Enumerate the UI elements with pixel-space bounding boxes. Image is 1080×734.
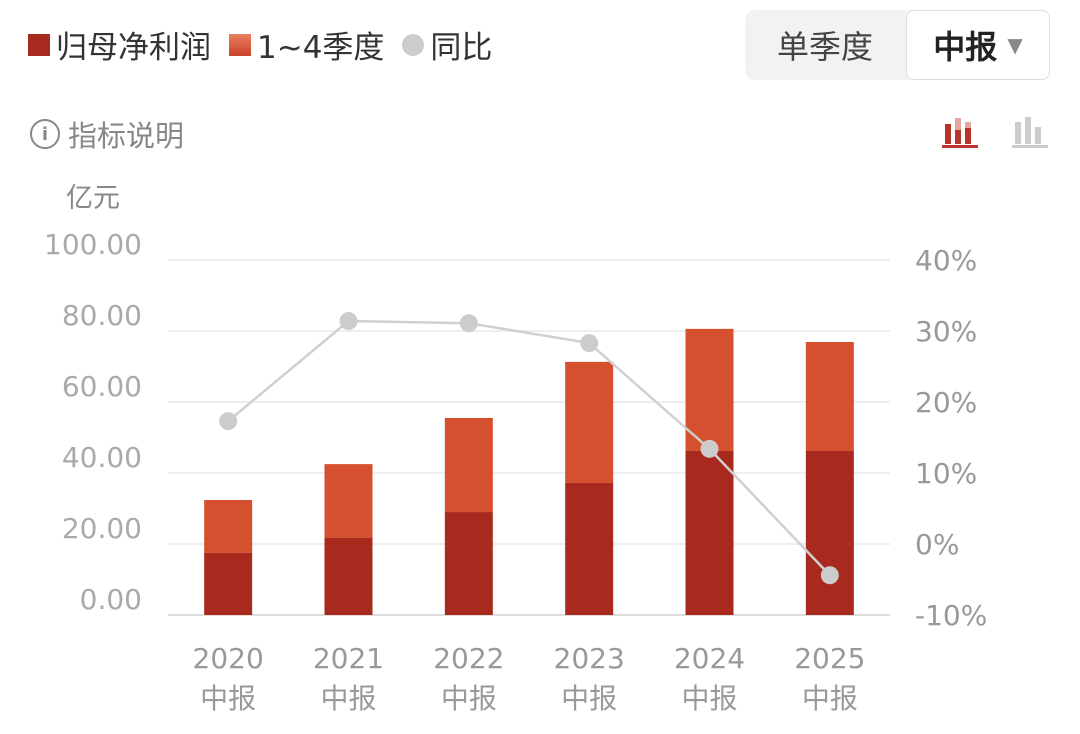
single-quarter-option[interactable]: 单季度 <box>776 28 873 66</box>
y2-tick-label: 40% <box>915 244 977 277</box>
y-axis-unit: 亿元 <box>66 183 120 214</box>
x-tick-period: 中报 <box>320 682 376 715</box>
y-tick-label: 20.00 <box>62 512 142 545</box>
x-tick-period: 中报 <box>441 682 497 715</box>
x-tick-period: 中报 <box>802 682 858 715</box>
bar-quarters <box>685 328 734 451</box>
info-label: 指标说明 <box>68 119 185 153</box>
yoy-point <box>219 412 238 431</box>
legend-item-net-profit[interactable]: 归母净利润 <box>28 22 211 67</box>
yoy-line <box>227 319 831 577</box>
bar-quarters <box>565 361 614 483</box>
yoy-point <box>339 312 358 331</box>
bar-net-profit <box>444 512 493 615</box>
y-tick-label: 80.00 <box>62 299 142 332</box>
bar-quarters <box>444 417 493 513</box>
bar-quarters <box>204 499 253 553</box>
y2-tick-label: 10% <box>915 457 977 490</box>
yoy-point <box>459 314 478 333</box>
x-tick-period: 中报 <box>561 682 617 715</box>
legend: 归母净利润 1~4季度 同比 <box>28 22 510 67</box>
x-tick-year: 2025 <box>794 642 865 675</box>
y2-tick-label: 0% <box>915 528 959 561</box>
chevron-down-icon: ▼ <box>1007 33 1023 57</box>
legend-label: 归母净利润 <box>56 30 211 66</box>
period-toggle: 单季度 中报 ▼ <box>745 10 1050 80</box>
bar-chart-icon[interactable] <box>1010 114 1050 150</box>
bar-net-profit <box>805 450 854 615</box>
stacked-bar-chart-icon[interactable] <box>940 114 980 150</box>
yoy-point <box>580 334 599 353</box>
legend-swatch <box>402 33 425 56</box>
x-tick-period: 中报 <box>200 682 256 715</box>
bar-net-profit <box>565 482 614 615</box>
bar-net-profit <box>204 552 253 615</box>
x-tick-period: 中报 <box>681 682 737 715</box>
indicator-info-link[interactable]: i 指标说明 <box>30 113 184 155</box>
yoy-point <box>700 439 719 458</box>
bar-quarters <box>324 464 373 538</box>
period-dropdown[interactable]: 中报 ▼ <box>906 10 1050 80</box>
legend-label: 同比 <box>430 30 493 66</box>
bar-net-profit <box>324 537 373 615</box>
period-selected: 中报 <box>933 28 998 66</box>
y-tick-label: 40.00 <box>62 441 142 474</box>
y2-tick-label: 30% <box>915 315 977 348</box>
y-tick-label: 60.00 <box>62 370 142 403</box>
x-tick-year: 2021 <box>313 642 384 675</box>
x-tick-year: 2022 <box>433 642 504 675</box>
legend-swatch <box>229 33 251 56</box>
x-tick-year: 2020 <box>193 642 264 675</box>
y-tick-label: 0.00 <box>80 583 142 616</box>
legend-item-quarters[interactable]: 1~4季度 <box>229 22 384 67</box>
legend-item-yoy[interactable]: 同比 <box>402 22 492 67</box>
y-tick-label: 100.00 <box>44 228 142 261</box>
y2-tick-label: -10% <box>915 599 987 632</box>
legend-label: 1~4季度 <box>257 30 385 66</box>
y2-tick-label: 20% <box>915 386 977 419</box>
yoy-point <box>820 566 839 585</box>
info-icon: i <box>30 119 60 149</box>
bar-quarters <box>805 342 854 451</box>
x-tick-year: 2023 <box>554 642 625 675</box>
legend-swatch <box>28 33 50 56</box>
bar-net-profit <box>685 450 734 615</box>
x-tick-year: 2024 <box>674 642 745 675</box>
